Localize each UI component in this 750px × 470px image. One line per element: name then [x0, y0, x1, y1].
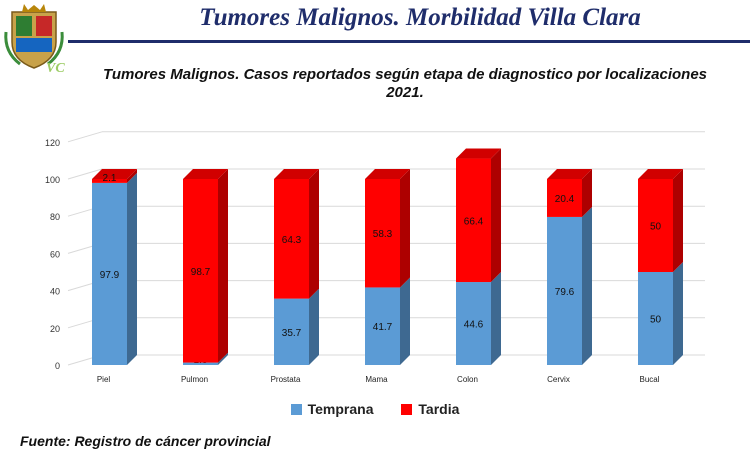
- x-tick-label: Piel: [97, 375, 111, 384]
- bar-side-tardia: [309, 169, 319, 299]
- source-footnote: Fuente: Registro de cáncer provincial: [20, 433, 271, 449]
- bar-tardia: [638, 179, 673, 272]
- bar-side-temprana: [400, 277, 410, 365]
- chart-legend: Temprana Tardia: [0, 401, 750, 418]
- bar-top-tardia: [456, 148, 501, 159]
- bar-side-temprana: [127, 172, 137, 365]
- bar-top-tardia: [638, 169, 683, 179]
- x-tick-label: Mama: [365, 375, 388, 384]
- data-label-tardia: 66.4: [464, 216, 484, 227]
- x-tick-label: Pulmon: [181, 375, 208, 384]
- data-label-tardia: 98.7: [191, 267, 211, 278]
- data-label-tardia: 58.3: [373, 229, 393, 240]
- x-tick-label: Prostata: [271, 375, 301, 384]
- data-label-temprana: 44.6: [464, 320, 484, 331]
- bar-tardia: [92, 179, 127, 183]
- bar-side-tardia: [491, 148, 501, 283]
- legend-item-temprana: Temprana: [290, 401, 374, 417]
- gridline-offset: [67, 168, 103, 180]
- bar-side-tardia: [127, 169, 137, 183]
- coat-of-arms-logo: VC: [2, 2, 66, 76]
- bar-temprana: [183, 362, 218, 365]
- legend-label-tardia: Tardia: [418, 401, 460, 417]
- chart-title-text: Tumores Malignos. Casos reportados según…: [102, 66, 708, 83]
- title-divider: [68, 40, 750, 43]
- chart-title-year: 2021.: [386, 84, 424, 101]
- bar-tardia: [456, 158, 491, 283]
- bar-top-tardia: [365, 169, 410, 179]
- data-label-tardia: 64.3: [282, 235, 302, 246]
- x-tick-label: Cervix: [547, 375, 570, 384]
- bar-tardia: [274, 179, 309, 299]
- y-tick-label: 40: [50, 287, 60, 297]
- bar-top-tardia: [183, 169, 228, 179]
- bar-temprana: [92, 182, 127, 365]
- data-label-temprana: 50: [650, 315, 662, 326]
- data-label-temprana: 35.7: [282, 328, 302, 339]
- bar-side-temprana: [673, 262, 683, 365]
- y-tick-label: 120: [45, 138, 60, 148]
- legend-swatch-temprana: [290, 403, 302, 415]
- legend-swatch-tardia: [401, 403, 413, 415]
- bar-temprana: [547, 216, 582, 365]
- bar-side-tardia: [582, 169, 592, 217]
- x-tick-label: Colon: [457, 375, 478, 384]
- y-tick-label: 20: [50, 324, 60, 334]
- gridline-offset: [67, 131, 103, 143]
- bar-side-tardia: [673, 169, 683, 272]
- bar-top-tardia: [92, 169, 137, 179]
- legend-label-temprana: Temprana: [307, 401, 374, 417]
- bar-temprana: [456, 282, 491, 365]
- legend-item-tardia: Tardia: [401, 401, 459, 417]
- y-tick-label: 80: [50, 212, 60, 222]
- y-tick-label: 60: [50, 249, 60, 259]
- bar-tardia: [365, 179, 400, 288]
- bar-side-temprana: [218, 352, 228, 365]
- bar-top-tardia: [274, 169, 319, 179]
- x-tick-label: Bucal: [639, 375, 659, 384]
- bar-tardia: [547, 179, 582, 217]
- data-label-temprana: 41.7: [373, 322, 393, 333]
- data-label-temprana: 79.6: [555, 287, 575, 298]
- bar-temprana: [365, 287, 400, 365]
- bar-side-temprana: [491, 272, 501, 365]
- data-label-tardia: 2.1: [103, 173, 117, 184]
- bar-side-tardia: [218, 169, 228, 363]
- data-label-tardia: 50: [650, 222, 662, 233]
- bar-side-temprana: [309, 288, 319, 365]
- slide-title: Tumores Malignos. Morbilidad Villa Clara: [199, 4, 641, 31]
- data-label-temprana: 97.9: [100, 270, 120, 281]
- bar-top-tardia: [547, 169, 592, 179]
- bar-temprana: [638, 272, 673, 365]
- chart-title: Tumores Malignos. Casos reportados según…: [60, 66, 750, 102]
- y-tick-label: 0: [55, 361, 60, 371]
- data-label-tardia: 20.4: [555, 194, 575, 205]
- bar-side-tardia: [400, 169, 410, 288]
- bar-tardia: [183, 179, 218, 363]
- bar-side-temprana: [582, 206, 592, 365]
- logo-lettering: VC: [46, 61, 65, 74]
- y-tick-label: 100: [45, 175, 60, 185]
- bar-temprana: [274, 298, 309, 365]
